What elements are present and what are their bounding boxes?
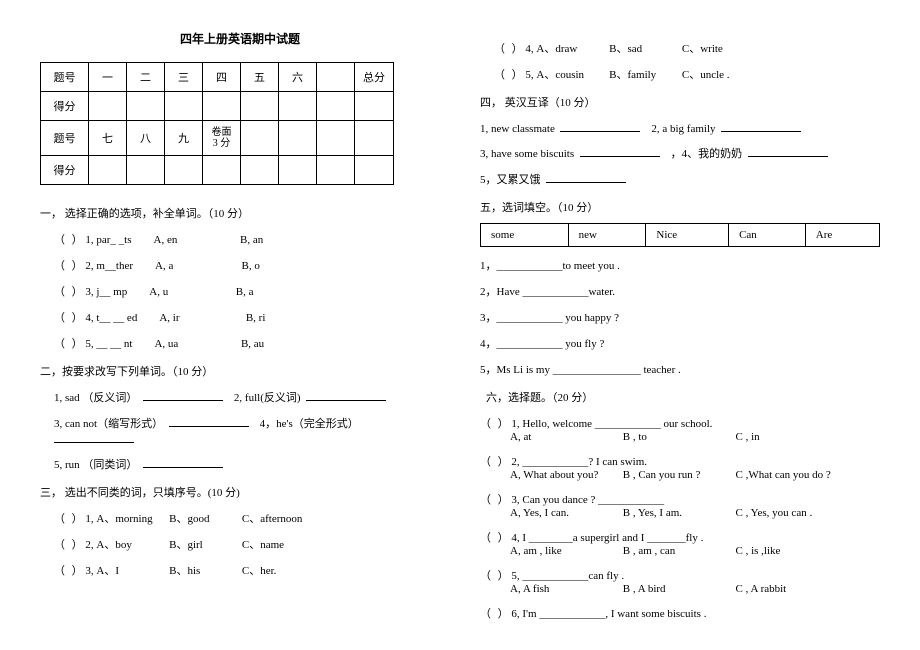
section-5-head: 五，选词填空。（10 分）	[480, 199, 880, 215]
cell: 得分	[41, 92, 89, 121]
cell: Are	[805, 224, 879, 247]
q-item: （ ） 4, A、draw B、sad C、write	[494, 40, 880, 56]
q-item: （ ） 1, par_ _ts A, en B, an	[54, 231, 440, 247]
q-item: （ ） 4, I ________a supergirl and I _____…	[480, 529, 880, 557]
cell: 二	[127, 63, 165, 92]
section-1-head: 一， 选择正确的选项，补全单词。（10 分）	[40, 205, 440, 221]
q-item: 5，Ms Li is my ________________ teacher .	[480, 361, 880, 377]
q-item: （ ） 5, __ __ nt A, ua B, au	[54, 335, 440, 351]
cell: new	[568, 224, 646, 247]
section-3-head: 三， 选出不同类的词，只填序号。(10 分)	[40, 484, 440, 500]
q-item: （ ） 3, Can you dance ? ____________A, Ye…	[480, 491, 880, 519]
table-row: 题号 一 二 三 四 五 六 总分	[41, 63, 394, 92]
cell	[317, 63, 355, 92]
table-row: 题号 七 八 九 卷面3 分	[41, 121, 394, 156]
section-4-head: 四， 英汉互译（10 分）	[480, 94, 880, 110]
cell: some	[481, 224, 569, 247]
q-item: 1，____________to meet you .	[480, 257, 880, 273]
q-item: （ ） 3, j__ mp A, u B, a	[54, 283, 440, 299]
cell: 题号	[41, 121, 89, 156]
q-item: （ ） 2, A、boy B、girl C、name	[54, 536, 440, 552]
cell: 四	[203, 63, 241, 92]
q-item: （ ） 2, m__ther A, a B, o	[54, 257, 440, 273]
exam-title: 四年上册英语期中试题	[40, 30, 440, 47]
cell: Can	[729, 224, 806, 247]
cell: 总分	[355, 63, 394, 92]
cell: 三	[165, 63, 203, 92]
q-item: 2，Have ____________water.	[480, 283, 880, 299]
section-6-head: 六，选择题。（20 分）	[486, 389, 880, 405]
cell: 八	[127, 121, 165, 156]
cell: 九	[165, 121, 203, 156]
q-item: 5，又累又饿	[480, 171, 880, 187]
q-item: （ ） 4, t__ __ ed A, ir B, ri	[54, 309, 440, 325]
table-row: 得分	[41, 92, 394, 121]
q-item: 1, new classmate 2, a big family	[480, 120, 880, 135]
left-column: 四年上册英语期中试题 题号 一 二 三 四 五 六 总分 得分 题号 七 八 九…	[40, 30, 440, 620]
q-item: 3，____________ you happy ?	[480, 309, 880, 325]
q-item: （ ） 5, ____________can fly .A, A fish B …	[480, 567, 880, 595]
table-row: 得分	[41, 156, 394, 185]
cell: 卷面3 分	[203, 121, 241, 156]
q-item: 1, sad （反义词） 2, full(反义词)	[54, 389, 440, 405]
q-item: 5, run （同类词）	[54, 456, 440, 472]
cell: 七	[89, 121, 127, 156]
q-item: （ ） 2, ____________? I can swim.A, What …	[480, 453, 880, 481]
cell: 五	[241, 63, 279, 92]
cell: Nice	[646, 224, 729, 247]
cell: 题号	[41, 63, 89, 92]
q-item: （ ） 1, A、morning B、good C、afternoon	[54, 510, 440, 526]
word-bank-table: some new Nice Can Are	[480, 223, 880, 247]
q-item: 4，____________ you fly ?	[480, 335, 880, 351]
q-item: 3, have some biscuits ，4、我的奶奶	[480, 145, 880, 161]
q-item: （ ） 6, I'm ____________, I want some bis…	[480, 605, 880, 621]
right-column: （ ） 4, A、draw B、sad C、write （ ） 5, A、cous…	[480, 30, 880, 620]
q-item: （ ） 3, A、I B、his C、her.	[54, 562, 440, 578]
section-2-head: 二，按要求改写下列单词。（10 分）	[40, 363, 440, 379]
cell: 得分	[41, 156, 89, 185]
q-item: （ ） 1, Hello, welcome ____________ our s…	[480, 415, 880, 443]
q-item: （ ） 5, A、cousin B、family C、uncle .	[494, 66, 880, 82]
cell: 一	[89, 63, 127, 92]
cell: 六	[279, 63, 317, 92]
q-item: 3, can not（缩写形式） 4，he's（完全形式）	[54, 415, 440, 446]
score-table: 题号 一 二 三 四 五 六 总分 得分 题号 七 八 九 卷面3 分 得分	[40, 62, 394, 185]
